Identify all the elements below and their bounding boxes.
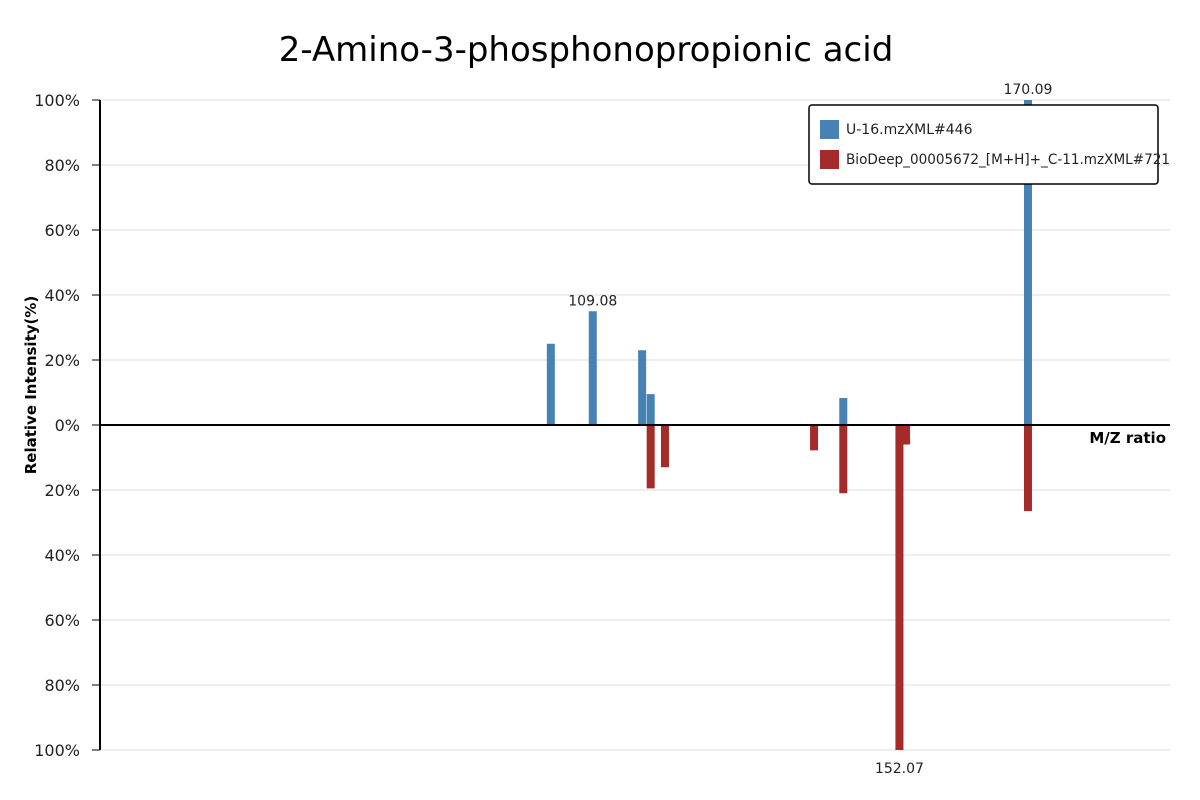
legend-swatch-series-1 — [820, 120, 839, 139]
x-axis-label: M/Z ratio — [1089, 429, 1166, 447]
legend: U-16.mzXML#446 BioDeep_00005672_[M+H]+_C… — [808, 104, 1170, 185]
peak-bar-series-1 — [638, 350, 647, 425]
y-tick-label: 60% — [44, 221, 80, 240]
peak-bar-series-2 — [1023, 425, 1032, 512]
peak-bar-series-1 — [1023, 100, 1032, 425]
peak-bar-series-1 — [839, 398, 848, 425]
peak-label: 152.07 — [875, 761, 924, 777]
peak-bar-series-2 — [902, 425, 911, 445]
peak-bar-series-2 — [839, 425, 848, 494]
peak-bar-series-2 — [660, 425, 669, 468]
legend-swatch-series-2 — [820, 150, 839, 169]
legend-label-series-2: BioDeep_00005672_[M+H]+_C-11.mzXML#721 — [846, 152, 1170, 168]
y-tick-label: 80% — [44, 156, 80, 175]
y-tick-label: 20% — [44, 351, 80, 370]
peak-label: 170.09 — [1003, 82, 1052, 98]
y-tick-label: 60% — [44, 611, 80, 630]
peak-bar-series-2 — [895, 425, 904, 750]
peak-bar-series-2 — [810, 425, 819, 451]
grid-lines — [92, 99, 1170, 751]
peak-label: 109.08 — [568, 293, 617, 309]
y-tick-label: 40% — [44, 546, 80, 565]
peak-bars — [546, 100, 1032, 750]
peak-bar-series-1 — [646, 394, 655, 425]
y-tick-labels: 100% 80% 60% 40% 20% 0% 20% 40% 60% 80% 100% — [34, 91, 80, 760]
y-tick-label: 20% — [44, 481, 80, 500]
axes — [99, 100, 1170, 750]
y-axis-label: Relative Intensity(%) — [22, 296, 40, 475]
y-tick-label: 0% — [55, 416, 80, 435]
peak-labels: 109.08 170.09 152.07 — [568, 82, 1052, 777]
peak-bar-series-1 — [588, 311, 597, 425]
y-tick-label: 100% — [34, 741, 80, 760]
legend-box — [808, 104, 1159, 185]
peak-bar-series-1 — [546, 343, 555, 425]
y-tick-label: 100% — [34, 91, 80, 110]
legend-label-series-1: U-16.mzXML#446 — [846, 122, 973, 138]
y-tick-label: 40% — [44, 286, 80, 305]
chart-title: 2-Amino-3-phosphonopropionic acid — [279, 30, 894, 70]
y-tick-label: 80% — [44, 676, 80, 695]
peak-bar-series-2 — [646, 425, 655, 489]
